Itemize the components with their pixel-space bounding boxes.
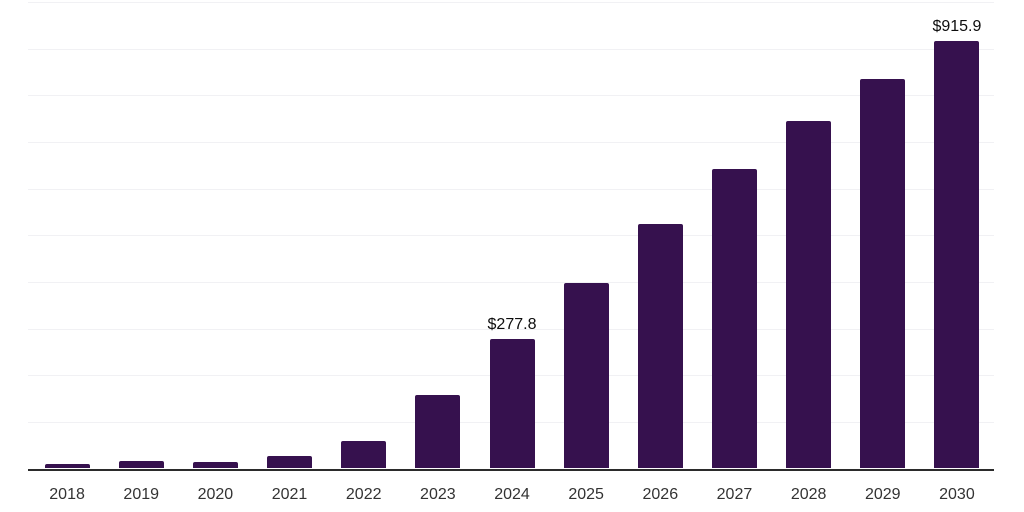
gridline-600 bbox=[28, 188, 994, 190]
gridline-500 bbox=[28, 235, 994, 237]
x-tick-2029: 2029 bbox=[864, 486, 901, 503]
x-tick-2024: 2024 bbox=[494, 486, 530, 503]
x-tick-2028: 2028 bbox=[790, 486, 827, 503]
x-tick-2020: 2020 bbox=[197, 486, 234, 503]
bar-2028 bbox=[786, 121, 832, 469]
gridline-700 bbox=[28, 141, 994, 143]
bar-2018 bbox=[44, 463, 90, 469]
gridline-300 bbox=[28, 328, 994, 330]
bar-2030 bbox=[934, 41, 980, 469]
bar-2029 bbox=[860, 78, 906, 469]
x-tick-2019: 2019 bbox=[123, 486, 160, 503]
bar-2021 bbox=[267, 455, 313, 469]
value-label-2030: $915.9 bbox=[932, 18, 982, 36]
x-tick-2030: 2030 bbox=[939, 486, 975, 503]
bar-2027 bbox=[711, 169, 757, 469]
value-label-2024: $277.8 bbox=[487, 315, 537, 333]
bar-2022 bbox=[341, 441, 387, 469]
bar-2019 bbox=[118, 460, 164, 469]
bar-2025 bbox=[563, 283, 609, 469]
x-tick-2023: 2023 bbox=[420, 486, 456, 503]
bar-2020 bbox=[192, 461, 238, 469]
x-tick-2021: 2021 bbox=[271, 486, 308, 503]
x-tick-2027: 2027 bbox=[716, 486, 753, 503]
gridline-1000 bbox=[28, 2, 994, 3]
bar-2026 bbox=[637, 224, 683, 469]
x-tick-2018: 2018 bbox=[49, 486, 85, 503]
x-axis-line bbox=[28, 468, 994, 471]
bar-2023 bbox=[415, 394, 461, 469]
x-tick-2026: 2026 bbox=[642, 486, 679, 503]
bar-2024 bbox=[489, 338, 535, 469]
x-tick-2022: 2022 bbox=[345, 486, 382, 503]
gridline-800 bbox=[28, 95, 994, 97]
gridline-400 bbox=[28, 281, 994, 283]
gridline-900 bbox=[28, 48, 994, 50]
x-tick-2025: 2025 bbox=[568, 486, 604, 503]
